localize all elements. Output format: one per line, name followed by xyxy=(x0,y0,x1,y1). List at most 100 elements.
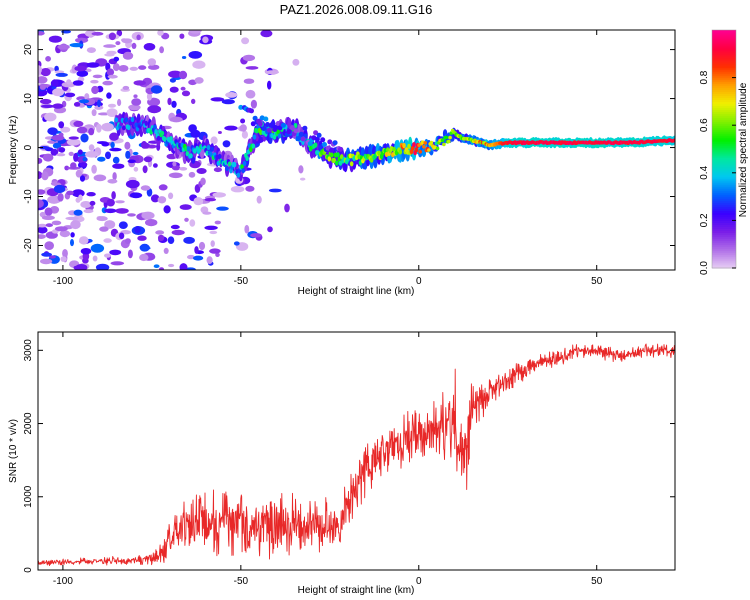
colorbar-segment xyxy=(712,133,736,136)
spectrogram-xtick-label: -100 xyxy=(53,276,73,287)
noise-blob xyxy=(188,171,196,178)
noise-blob xyxy=(70,220,81,230)
noise-blob xyxy=(52,142,62,149)
noise-blob xyxy=(145,219,158,227)
colorbar-ticks: 0.0 0.2 0.4 0.6 0.8 xyxy=(699,70,736,275)
colorbar-segment xyxy=(712,196,736,200)
noise-blob xyxy=(168,172,183,179)
noise-blob xyxy=(158,184,168,191)
noise-blob xyxy=(202,36,209,44)
noise-blob xyxy=(185,267,196,270)
ridge-branch xyxy=(263,116,269,122)
noise-blob xyxy=(107,74,118,79)
colorbar-segment xyxy=(712,119,736,122)
colorbar-segment xyxy=(712,248,736,251)
ridge-core xyxy=(114,117,119,123)
noise-blob xyxy=(125,179,140,189)
colorbar-segment xyxy=(712,156,736,160)
noise-blob xyxy=(124,141,131,150)
ridge-core xyxy=(252,134,257,140)
colorbar-segment xyxy=(712,123,736,126)
noise-blob xyxy=(99,226,109,232)
colorbar-segment xyxy=(712,154,736,158)
ridge-core xyxy=(422,145,426,149)
noise-blob xyxy=(129,66,139,71)
colorbar-segment xyxy=(712,65,736,69)
noise-blob xyxy=(38,171,43,180)
colorbar-segment xyxy=(712,79,736,83)
noise-blob xyxy=(84,151,99,158)
ridge-core xyxy=(217,153,222,159)
colorbar-gradient xyxy=(712,30,736,269)
colorbar-segment xyxy=(712,75,736,79)
noise-blob xyxy=(58,121,65,129)
colorbar-segment xyxy=(712,262,736,265)
noise-blob xyxy=(212,192,226,198)
spectrogram-ytick-label: 20 xyxy=(23,44,34,56)
colorbar-segment xyxy=(712,55,736,59)
noise-blob xyxy=(91,31,104,36)
colorbar-tick-label: 0.8 xyxy=(699,70,710,84)
noise-blob xyxy=(104,208,117,214)
noise-blob xyxy=(222,140,231,148)
colorbar-segment xyxy=(712,115,736,118)
noise-blob xyxy=(169,78,176,83)
noise-blob xyxy=(210,136,218,145)
noise-blob xyxy=(59,230,71,238)
noise-blob xyxy=(127,159,136,164)
ridge-core xyxy=(242,160,247,167)
noise-blob xyxy=(65,216,79,221)
noise-blob xyxy=(209,248,221,254)
noise-blob xyxy=(96,123,102,133)
colorbar-segment xyxy=(712,89,736,93)
colorbar: 0.0 0.2 0.4 0.6 0.8 Normalized spectral ampl… xyxy=(699,29,749,275)
snr-ytick-label: 2000 xyxy=(23,412,34,435)
colorbar-segment xyxy=(712,232,736,235)
colorbar-segment xyxy=(712,240,736,243)
ridge-branch xyxy=(289,125,295,131)
spectrogram-ytick-label: -20 xyxy=(23,238,34,253)
noise-blob xyxy=(157,196,167,204)
noise-blob xyxy=(127,213,136,217)
snr-plot-area xyxy=(38,332,675,570)
noise-blob xyxy=(148,64,160,70)
colorbar-segment xyxy=(712,125,736,128)
ridge-core xyxy=(154,129,158,135)
noise-blob xyxy=(94,105,104,110)
noise-blob xyxy=(167,97,172,106)
noise-blob xyxy=(97,156,106,162)
noise-blob xyxy=(147,144,157,149)
noise-blob xyxy=(41,252,52,257)
noise-blob xyxy=(86,62,100,68)
noise-blob xyxy=(180,86,186,91)
noise-blob xyxy=(292,58,300,66)
noise-blob xyxy=(209,230,218,235)
colorbar-segment xyxy=(712,31,736,35)
noise-blob xyxy=(86,192,96,197)
ridge-core xyxy=(126,124,131,131)
noise-blob xyxy=(112,156,120,164)
ridge-core xyxy=(276,129,281,135)
noise-blob xyxy=(44,241,54,251)
noise-blob xyxy=(221,99,235,105)
ridge-branch xyxy=(261,126,267,131)
spectrogram-xtick-label: 50 xyxy=(591,276,603,287)
colorbar-segment xyxy=(712,238,736,241)
colorbar-segment xyxy=(712,160,736,164)
colorbar-segment xyxy=(712,150,736,154)
colorbar-segment xyxy=(712,264,736,267)
snr-frame xyxy=(37,331,676,571)
noise-blob xyxy=(73,265,80,270)
snr-xlabel: Height of straight line (km) xyxy=(298,585,415,596)
noise-blob xyxy=(38,65,42,75)
colorbar-segment xyxy=(712,158,736,162)
noise-blob xyxy=(179,167,188,171)
noise-blob xyxy=(73,102,81,107)
noise-blob xyxy=(265,70,279,75)
noise-blob xyxy=(233,241,240,246)
noise-blob xyxy=(204,198,217,202)
noise-blob xyxy=(139,253,149,262)
noise-blob xyxy=(93,174,107,182)
